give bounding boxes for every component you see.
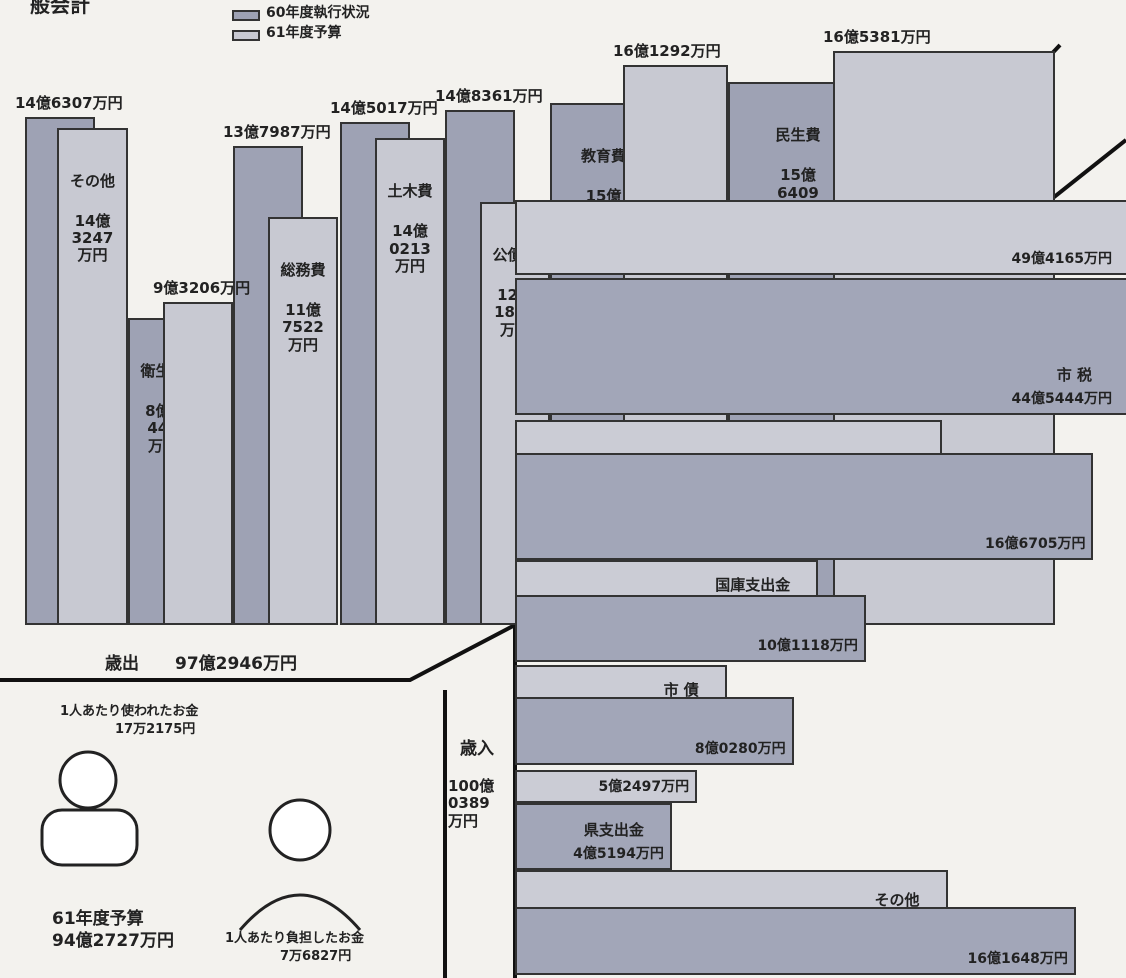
value-label: 16億1292万円 bbox=[613, 43, 721, 60]
bar bbox=[163, 302, 233, 625]
value-label: 44億5444万円 bbox=[1012, 391, 1112, 407]
per-capita-amount: 7万6827円 bbox=[280, 950, 351, 965]
category-label: 県支出金 bbox=[584, 822, 644, 839]
value-label: 14億5017万円 bbox=[330, 100, 438, 117]
legend-swatch bbox=[232, 10, 260, 21]
total-label: 歳出 bbox=[105, 655, 139, 675]
budget-value: 94億2727万円 bbox=[52, 932, 174, 952]
value-label: 10億1118万円 bbox=[757, 638, 857, 654]
per-capita-label: 1人あたり使われたお金 bbox=[60, 705, 198, 720]
value-label: 14億6307万円 bbox=[15, 95, 123, 112]
value-label: 11億7522万円 bbox=[281, 302, 325, 354]
legend-label: 61年度予算 bbox=[266, 25, 341, 41]
page: 般会計 60年度執行状況61年度予算14億6307万円衛生費8億8446万円13… bbox=[0, 0, 1126, 978]
value-label: 16億6705万円 bbox=[985, 536, 1085, 552]
value-label: 5億2497万円 bbox=[598, 779, 689, 795]
budget-label: 61年度予算 bbox=[52, 910, 144, 930]
legend-swatch bbox=[232, 30, 260, 41]
per-capita-amount: 17万2175円 bbox=[115, 723, 195, 738]
total-label: 歳入 bbox=[460, 740, 494, 760]
bar bbox=[57, 128, 128, 625]
category-label: 総務費 bbox=[268, 262, 338, 279]
legend-label: 60年度執行状況 bbox=[266, 5, 369, 21]
category-label: 市 税 bbox=[1057, 367, 1092, 384]
category-label: その他 bbox=[57, 173, 128, 190]
total-value: 100億0389万円 bbox=[448, 778, 498, 830]
per-capita-label: 1人あたり負担したお金 bbox=[225, 932, 364, 947]
value-label: 9億3206万円 bbox=[153, 280, 250, 297]
category-label: 国庫支出金 bbox=[715, 577, 790, 594]
value-label: 13億7987万円 bbox=[223, 124, 331, 141]
value-label: 14億0213万円 bbox=[388, 223, 432, 275]
value-label: 16億5381万円 bbox=[823, 29, 931, 46]
value-label: 14億3247万円 bbox=[71, 213, 115, 265]
bar bbox=[375, 138, 445, 625]
value-label: 49億4165万円 bbox=[1012, 251, 1112, 267]
total-value: 97億2946万円 bbox=[175, 655, 297, 675]
value-label: 16億1648万円 bbox=[967, 951, 1067, 967]
value-label: 4億5194万円 bbox=[573, 846, 664, 862]
value-label: 14億8361万円 bbox=[435, 88, 543, 105]
category-label: 土木費 bbox=[375, 183, 445, 200]
value-label: 8億0280万円 bbox=[695, 741, 786, 757]
